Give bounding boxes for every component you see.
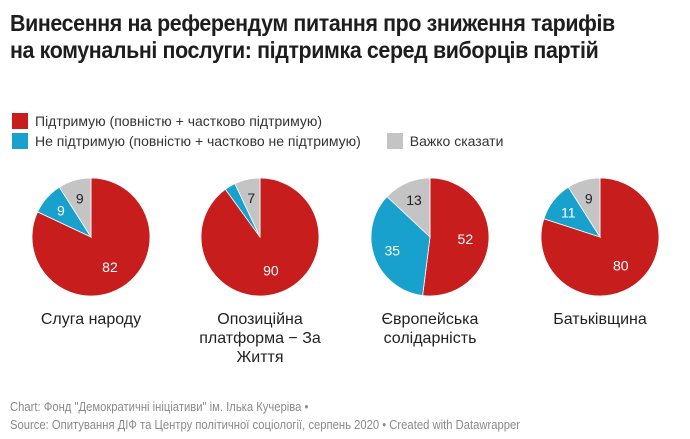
legend-label-oppose: Не підтримую (повністю + частково не під… — [35, 133, 361, 149]
pie-chart-yes: 52 35 13 Європейська солідарність — [355, 176, 505, 348]
pie-slice-undecided — [567, 177, 601, 239]
pie-label: Європейська солідарність — [381, 311, 479, 347]
footer-source: Source: Опитування ДІФ та Центру політич… — [10, 418, 521, 432]
legend-swatch-support — [12, 113, 28, 129]
pie-svg: 82 99 — [31, 177, 151, 297]
pie-chart-batkivshchyna: 80 11 9 Батьківщина — [525, 176, 675, 329]
pie-chart-opzzh: 90 7 Опозиційна платформа − За Життя — [185, 176, 335, 367]
pie-value-label-undecided: 9 — [585, 190, 593, 206]
pie-slice-support — [31, 177, 151, 297]
pie-value-label-oppose: 11 — [561, 204, 576, 220]
legend: Підтримую (повністю + частково підтримую… — [12, 111, 529, 151]
legend-item-support: Підтримую (повністю + частково підтримую… — [12, 113, 322, 129]
pie-value-label-undecided: 7 — [247, 190, 255, 206]
legend-item-oppose: Не підтримую (повністю + частково не під… — [12, 133, 361, 149]
pie-value-label-undecided: 13 — [406, 192, 422, 208]
pie-value-label-oppose: 35 — [384, 243, 400, 259]
pie-slice-oppose — [370, 196, 431, 296]
pie-value-label-support: 82 — [102, 259, 118, 275]
chart-title: Винесення на референдум питання про зниж… — [10, 10, 615, 63]
pie-svg: 52 35 13 — [370, 177, 490, 297]
pie-value-label-undecided: 9 — [76, 190, 84, 206]
legend-item-undecided: Важко сказати — [386, 133, 504, 149]
footer-credit: Chart: Фонд "Демократичні ініціативи" ім… — [10, 400, 309, 414]
pie-label: Опозиційна платформа − За Життя — [199, 311, 321, 366]
pie-svg: 90 7 — [200, 177, 320, 297]
pie-value-label-support: 90 — [263, 263, 279, 279]
pie-svg: 80 11 9 — [540, 177, 660, 297]
pie-slice-support — [200, 177, 320, 297]
pie-slice-undecided — [234, 177, 261, 238]
pie-slice-support — [540, 177, 660, 297]
pie-slice-undecided — [58, 177, 92, 239]
pie-value-label-support: 80 — [613, 258, 629, 274]
pie-value-label-oppose: 9 — [57, 202, 65, 218]
footer: Chart: Фонд "Демократичні ініціативи" ім… — [10, 398, 520, 434]
legend-label-support: Підтримую (повністю + частково підтримую… — [35, 113, 323, 129]
pie-slice-undecided — [386, 177, 431, 238]
pie-chart-sluha-narodu: 82 9 9 Слуга народу — [16, 176, 166, 329]
pie-value-label-support: 52 — [458, 231, 474, 247]
legend-swatch-undecided — [386, 133, 403, 149]
pie-label: Слуга народу — [40, 311, 142, 328]
legend-swatch-oppose — [12, 133, 28, 149]
legend-label-undecided: Важко сказати — [409, 133, 504, 149]
pie-label: Батьківщина — [553, 311, 647, 328]
pie-slice-support — [422, 177, 490, 297]
